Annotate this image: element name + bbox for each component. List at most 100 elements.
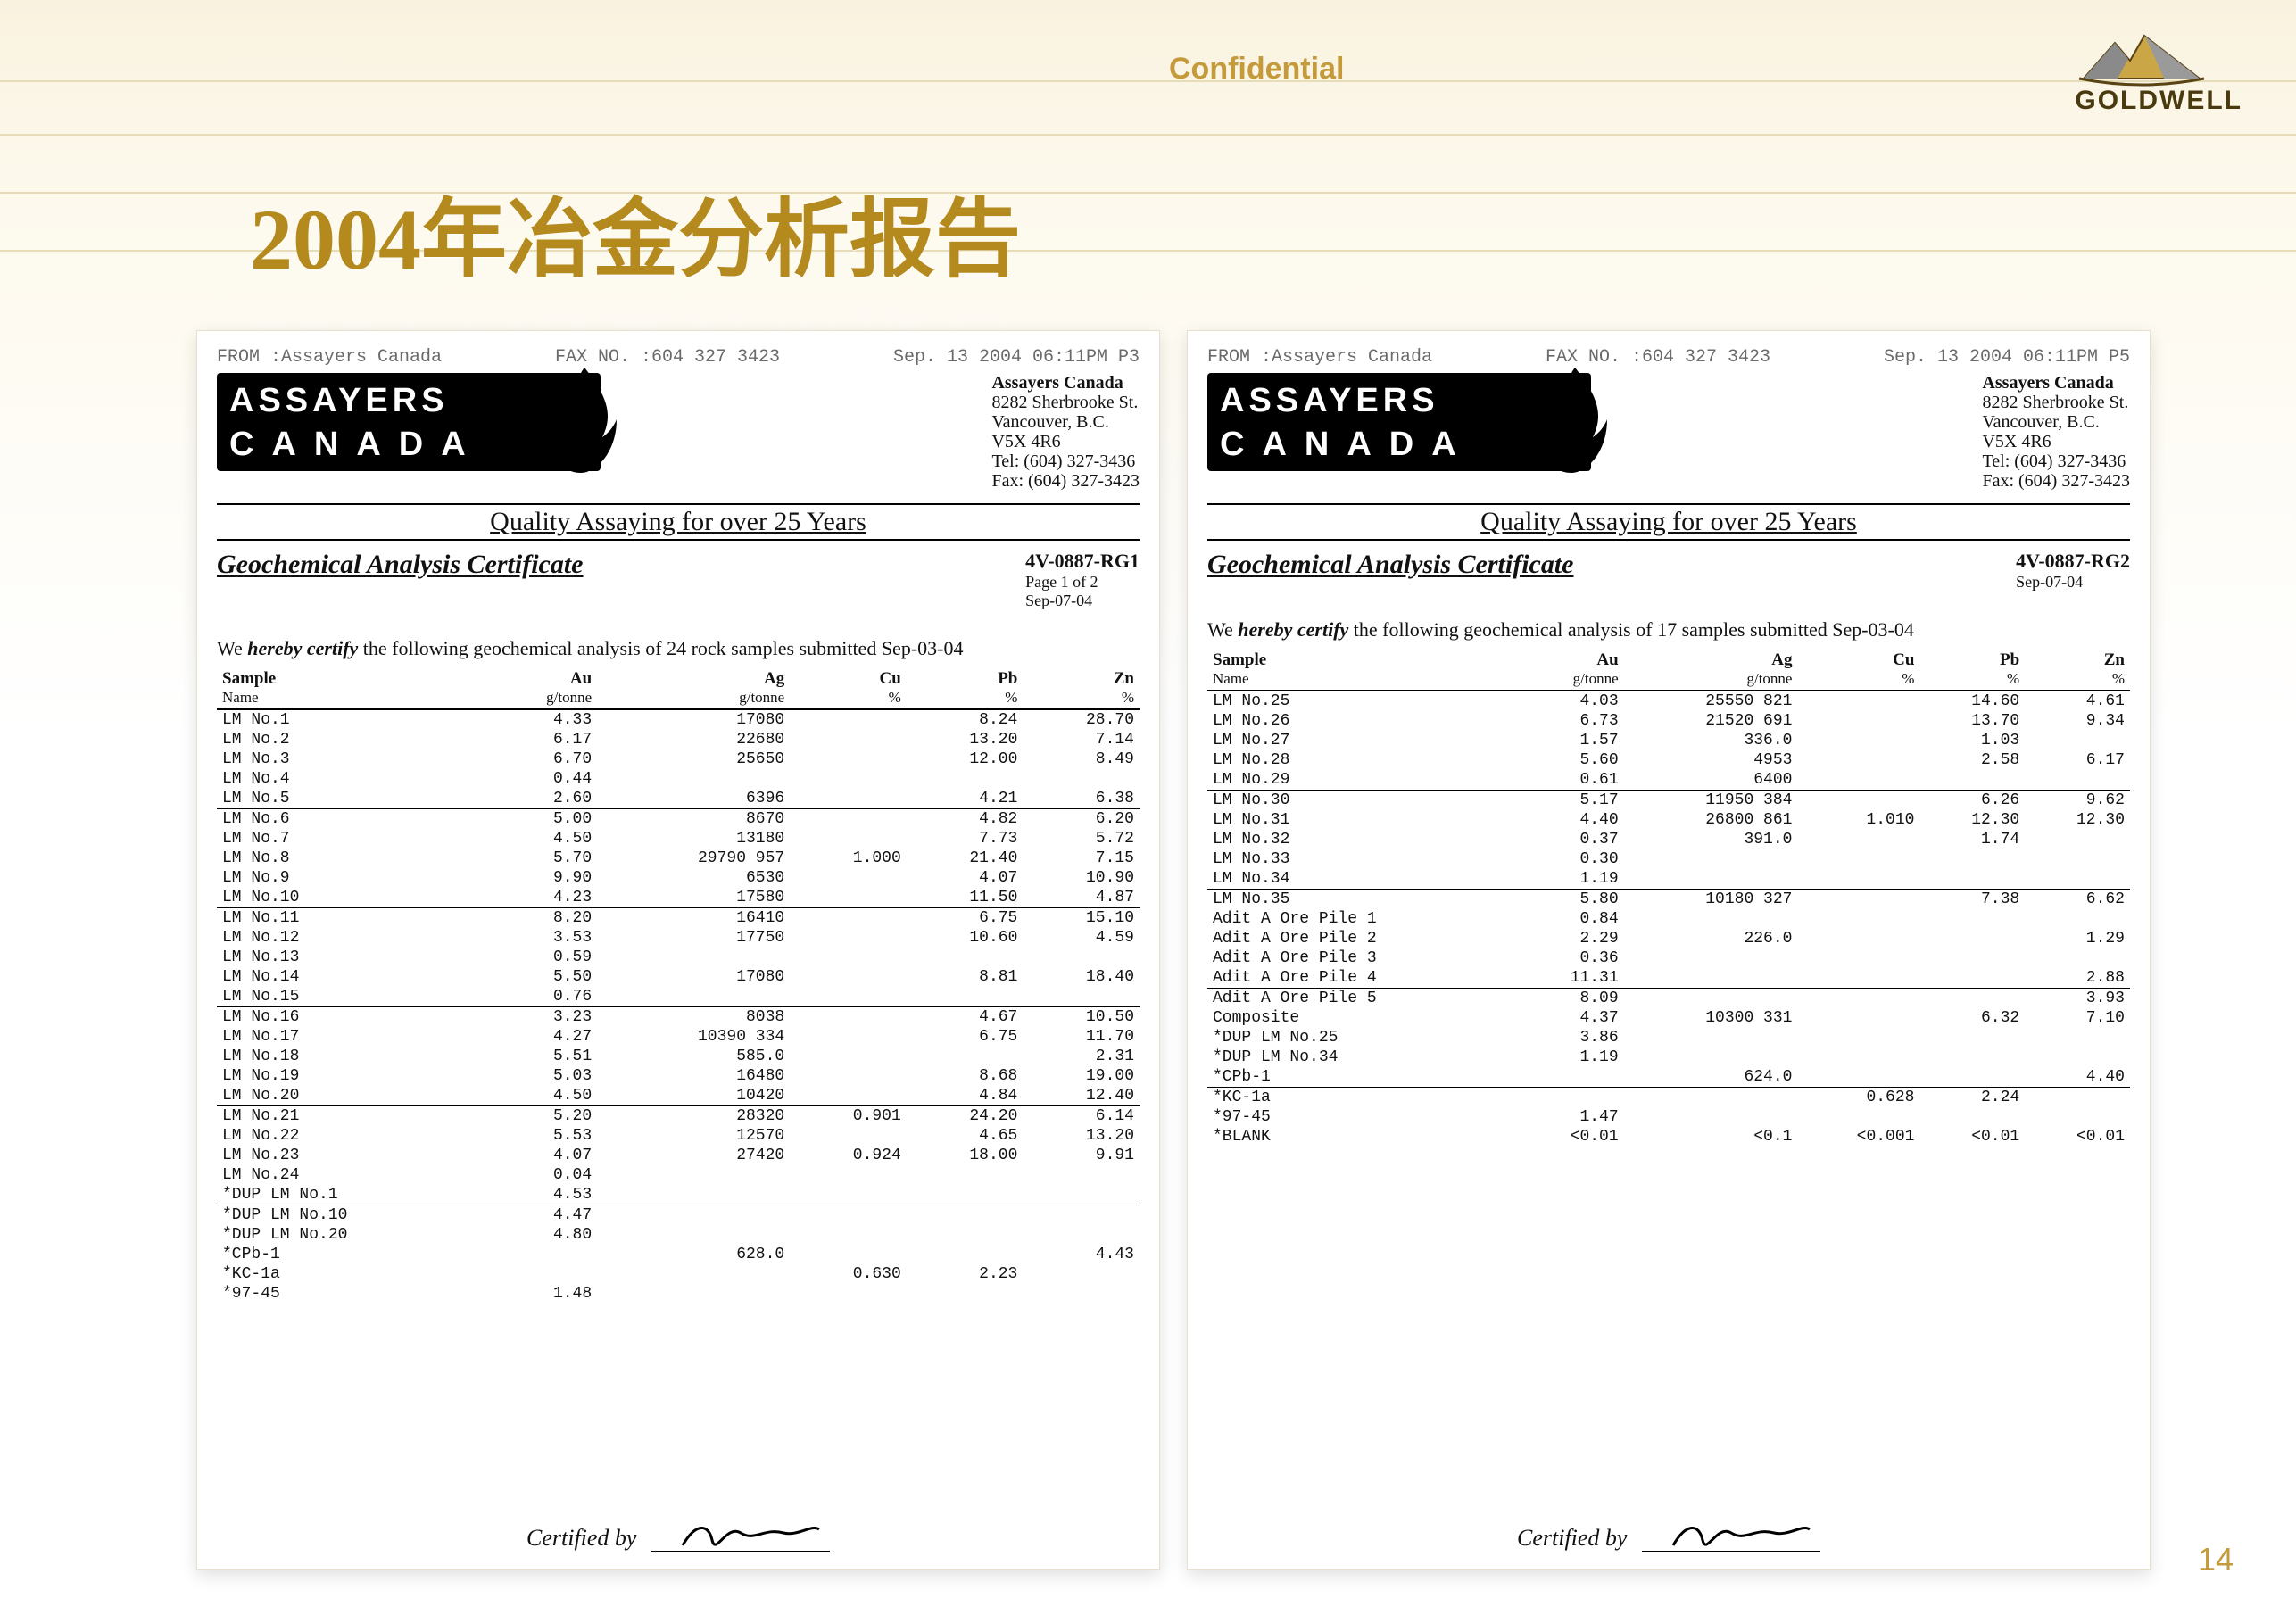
- table-cell: 13.70: [1919, 711, 2025, 731]
- table-cell: 24.20: [907, 1106, 1024, 1127]
- flame-icon: [551, 368, 618, 473]
- table-cell: 1.19: [1519, 1047, 1624, 1067]
- table-cell: [1797, 849, 1919, 869]
- table-cell: [1797, 770, 1919, 791]
- table-cell: 391.0: [1624, 830, 1798, 849]
- table-cell: [790, 709, 907, 730]
- table-cell: 29790 957: [597, 849, 790, 868]
- table-cell: LM No.28: [1207, 750, 1519, 770]
- table-cell: [907, 1245, 1024, 1264]
- table-cell: [790, 730, 907, 749]
- table-cell: [1919, 968, 2025, 989]
- table-cell: [1797, 1067, 1919, 1088]
- table-cell: [2025, 830, 2130, 849]
- certificate-right: FROM :Assayers CanadaFAX NO. :604 327 34…: [1187, 330, 2151, 1570]
- table-cell: [790, 1086, 907, 1106]
- table-row: *DUP LM No.14.53: [217, 1185, 1140, 1205]
- table-cell: [1519, 1067, 1624, 1088]
- table-cell: [1919, 1107, 2025, 1127]
- table-cell: 6.38: [1023, 789, 1140, 809]
- table-cell: 13.20: [1023, 1126, 1140, 1146]
- table-cell: [1023, 1225, 1140, 1245]
- assay-table-right: SampleNameAug/tonneAgg/tonneCu%Pb%Zn%LM …: [1207, 649, 2130, 1147]
- table-cell: 336.0: [1624, 731, 1798, 750]
- table-cell: 4.37: [1519, 1008, 1624, 1028]
- table-cell: LM No.8: [217, 849, 486, 868]
- table-cell: [1797, 731, 1919, 750]
- table-row: LM No.99.9065304.0710.90: [217, 868, 1140, 888]
- table-cell: 0.628: [1797, 1088, 1919, 1108]
- table-cell: 6.62: [2025, 890, 2130, 910]
- table-cell: 8.68: [907, 1066, 1024, 1086]
- table-cell: *DUP LM No.34: [1207, 1047, 1519, 1067]
- table-cell: 4.27: [486, 1027, 598, 1047]
- table-cell: 1.010: [1797, 810, 1919, 830]
- table-cell: 3.53: [486, 928, 598, 948]
- table-row: *BLANK<0.01<0.1<0.001<0.01<0.01: [1207, 1127, 2130, 1147]
- table-row: *KC-1a0.6302.23: [217, 1264, 1140, 1284]
- table-cell: [790, 809, 907, 830]
- table-cell: 2.24: [1919, 1088, 2025, 1108]
- table-row: *CPb-1624.04.40: [1207, 1067, 2130, 1088]
- table-cell: LM No.2: [217, 730, 486, 749]
- table-cell: [486, 1245, 598, 1264]
- table-cell: [790, 1225, 907, 1245]
- table-cell: 4.07: [907, 868, 1024, 888]
- table-cell: 4953: [1624, 750, 1798, 770]
- table-cell: [1624, 1028, 1798, 1047]
- table-cell: 6400: [1624, 770, 1798, 791]
- table-row: LM No.163.2380384.6710.50: [217, 1007, 1140, 1028]
- table-cell: [790, 928, 907, 948]
- table-cell: [1519, 1088, 1624, 1108]
- assayers-logo: ASSAYERS CANADA: [217, 373, 601, 471]
- table-cell: 1.29: [2025, 929, 2130, 948]
- table-cell: 8.24: [907, 709, 1024, 730]
- col-header: Agg/tonne: [597, 667, 790, 709]
- table-cell: *97-45: [1207, 1107, 1519, 1127]
- table-cell: 28320: [597, 1106, 790, 1127]
- table-cell: [1023, 1205, 1140, 1226]
- table-cell: [1919, 1047, 2025, 1067]
- table-cell: 5.03: [486, 1066, 598, 1086]
- certificate-left: FROM :Assayers CanadaFAX NO. :604 327 34…: [196, 330, 1160, 1570]
- fax-header: FROM :Assayers CanadaFAX NO. :604 327 34…: [217, 347, 1140, 368]
- table-cell: *DUP LM No.20: [217, 1225, 486, 1245]
- table-cell: 21.40: [907, 849, 1024, 868]
- logo-text: GOLDWELL: [2075, 86, 2242, 116]
- table-row: LM No.150.76: [217, 987, 1140, 1007]
- table-row: LM No.195.03164808.6819.00: [217, 1066, 1140, 1086]
- table-cell: 0.630: [790, 1264, 907, 1284]
- table-cell: LM No.10: [217, 888, 486, 908]
- table-cell: 9.90: [486, 868, 598, 888]
- table-cell: [790, 789, 907, 809]
- table-cell: 2.31: [1023, 1047, 1140, 1066]
- table-row: *DUP LM No.204.80: [217, 1225, 1140, 1245]
- table-cell: 4.03: [1519, 691, 1624, 711]
- table-cell: [1919, 909, 2025, 929]
- table-cell: [597, 948, 790, 967]
- table-cell: [790, 1165, 907, 1185]
- table-cell: 27420: [597, 1146, 790, 1165]
- table-cell: [1023, 769, 1140, 789]
- table-cell: [1797, 929, 1919, 948]
- table-cell: [1919, 849, 2025, 869]
- table-row: LM No.204.50104204.8412.40: [217, 1086, 1140, 1106]
- table-cell: 4.33: [486, 709, 598, 730]
- table-cell: 16480: [597, 1066, 790, 1086]
- table-row: *KC-1a0.6282.24: [1207, 1088, 2130, 1108]
- table-cell: *BLANK: [1207, 1127, 1519, 1147]
- table-cell: LM No.19: [217, 1066, 486, 1086]
- table-cell: 13.20: [907, 730, 1024, 749]
- table-cell: LM No.22: [217, 1126, 486, 1146]
- table-cell: 4.67: [907, 1007, 1024, 1028]
- table-row: *97-451.48: [217, 1284, 1140, 1304]
- table-cell: <0.01: [2025, 1127, 2130, 1147]
- table-cell: [1023, 987, 1140, 1007]
- table-row: LM No.355.8010180 3277.386.62: [1207, 890, 2130, 910]
- table-cell: Adit A Ore Pile 1: [1207, 909, 1519, 929]
- table-cell: [1624, 909, 1798, 929]
- col-header: Aug/tonne: [486, 667, 598, 709]
- table-cell: [1624, 1088, 1798, 1108]
- col-header: Agg/tonne: [1624, 649, 1798, 691]
- table-cell: 7.14: [1023, 730, 1140, 749]
